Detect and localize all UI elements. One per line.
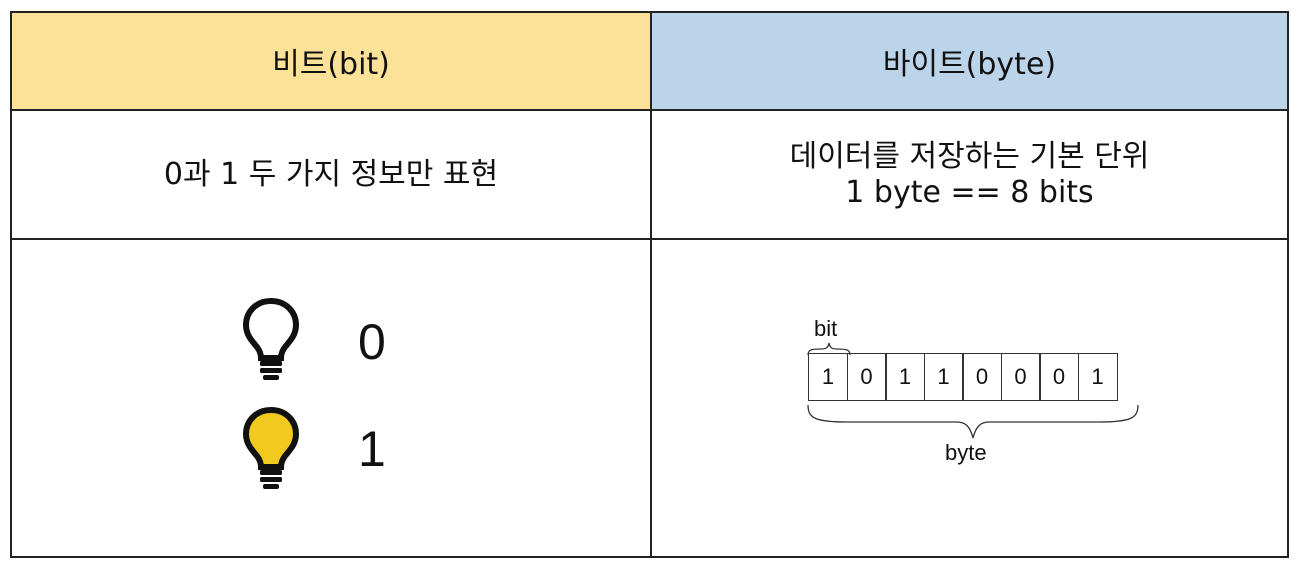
bit-brace (807, 342, 851, 356)
byte-header-cell: 바이트(byte) (652, 13, 1287, 109)
row-divider (12, 238, 1287, 240)
bit-header-title: 비트(bit) (272, 47, 390, 82)
on-value: 1 (358, 421, 386, 477)
byte-brace (807, 404, 1139, 439)
bit-cell: 1 (1077, 353, 1118, 401)
bit-description: 0과 1 두 가지 정보만 표현 (163, 156, 499, 192)
bit-cell: 1 (808, 353, 848, 401)
byte-description-cell: 데이터를 저장하는 기본 단위 1 byte == 8 bits (652, 111, 1287, 238)
bit-cell: 1 (923, 353, 964, 401)
byte-description-line1: 데이터를 저장하는 기본 단위 (789, 138, 1150, 174)
bit-cell: 0 (1039, 353, 1079, 401)
row-divider (12, 109, 1287, 111)
byte-header-title: 바이트(byte) (882, 47, 1057, 82)
bit-byte-table: 비트(bit) 바이트(byte) 0과 1 두 가지 정보만 표현 데이터를 … (10, 11, 1289, 558)
lightbulb-outline-icon (242, 297, 300, 380)
bit-header-cell: 비트(bit) (12, 13, 650, 109)
bit-cell: 0 (1000, 353, 1041, 401)
bit-cell: 0 (962, 353, 1002, 401)
bit-cell: 0 (846, 353, 887, 401)
lightbulb-filled-icon (242, 406, 300, 489)
bit-label: bit (814, 316, 838, 341)
bit-description-cell: 0과 1 두 가지 정보만 표현 (12, 111, 650, 238)
byte-label: byte (945, 440, 987, 465)
off-value: 0 (358, 314, 386, 370)
column-divider (650, 13, 652, 556)
bit-cell: 1 (885, 353, 925, 401)
byte-description-line2: 1 byte == 8 bits (845, 174, 1094, 210)
